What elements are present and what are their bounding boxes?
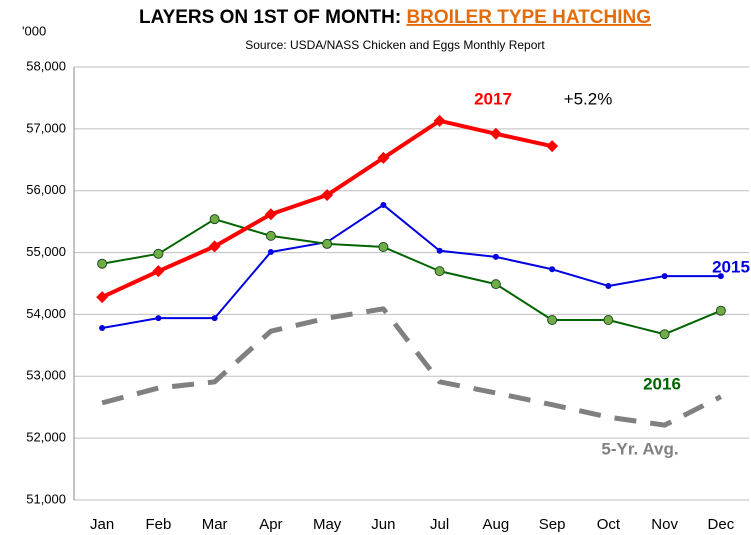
marker: [209, 214, 220, 225]
x-tick-label: Sep: [539, 516, 566, 533]
series-line: [101, 118, 553, 299]
chart-title: LAYERS ON 1ST OF MONTH: BROILER TYPE HAT…: [139, 7, 651, 28]
marker: [322, 238, 333, 249]
marker: [436, 247, 443, 254]
y-tick-label: 58,000: [26, 58, 66, 73]
marker: [433, 114, 446, 127]
marker: [155, 315, 162, 322]
marker: [153, 248, 164, 259]
marker: [434, 266, 445, 277]
marker: [96, 291, 109, 304]
y-tick-label: 51,000: [26, 491, 66, 506]
marker: [99, 325, 106, 332]
marker: [208, 240, 221, 253]
marker: [264, 208, 277, 221]
x-tick-label: Jun: [371, 516, 395, 533]
x-tick-label: Oct: [597, 516, 621, 533]
marker: [265, 230, 276, 241]
marker: [547, 314, 558, 325]
y-unit: '000: [22, 23, 46, 38]
series-label: 2015: [712, 257, 750, 276]
marker: [321, 189, 334, 202]
series-label: 2017: [474, 89, 512, 108]
series-label: 2016: [643, 374, 681, 393]
y-tick-label: 53,000: [26, 368, 66, 383]
marker: [715, 305, 726, 316]
x-tick-label: Aug: [483, 516, 510, 533]
marker: [380, 201, 387, 208]
marker: [605, 282, 612, 289]
title-main: LAYERS ON 1ST OF MONTH:: [139, 7, 406, 28]
x-tick-label: Apr: [259, 516, 282, 533]
series-line: [101, 218, 722, 336]
x-tick-label: Feb: [145, 516, 171, 533]
x-tick-label: Jul: [430, 516, 449, 533]
marker: [267, 248, 274, 255]
series-line: [101, 203, 721, 330]
marker: [549, 266, 556, 273]
marker: [377, 151, 390, 164]
y-tick-label: 55,000: [26, 244, 66, 259]
marker: [546, 140, 559, 153]
marker: [717, 273, 724, 280]
series-label: 5-Yr. Avg.: [601, 439, 678, 458]
y-tick-label: 56,000: [26, 182, 66, 197]
annotation: +5.2%: [564, 89, 613, 108]
marker: [378, 242, 389, 253]
marker: [489, 127, 502, 140]
marker: [659, 329, 670, 340]
subtitle: Source: USDA/NASS Chicken and Eggs Month…: [245, 38, 545, 52]
marker: [661, 273, 668, 280]
marker: [152, 265, 165, 278]
x-tick-label: May: [313, 516, 342, 533]
x-tick-label: Mar: [202, 516, 228, 533]
x-tick-label: Dec: [708, 516, 735, 533]
series-line: [101, 306, 723, 428]
title-highlight: BROILER TYPE HATCHING: [406, 7, 651, 28]
x-tick-label: Nov: [651, 516, 678, 533]
y-tick-label: 54,000: [26, 306, 66, 321]
marker: [492, 253, 499, 260]
y-tick-label: 52,000: [26, 430, 66, 445]
marker: [490, 279, 501, 290]
marker: [97, 258, 108, 269]
y-tick-label: 57,000: [26, 120, 66, 135]
marker: [211, 315, 218, 322]
x-tick-label: Jan: [90, 516, 114, 533]
marker: [603, 314, 614, 325]
